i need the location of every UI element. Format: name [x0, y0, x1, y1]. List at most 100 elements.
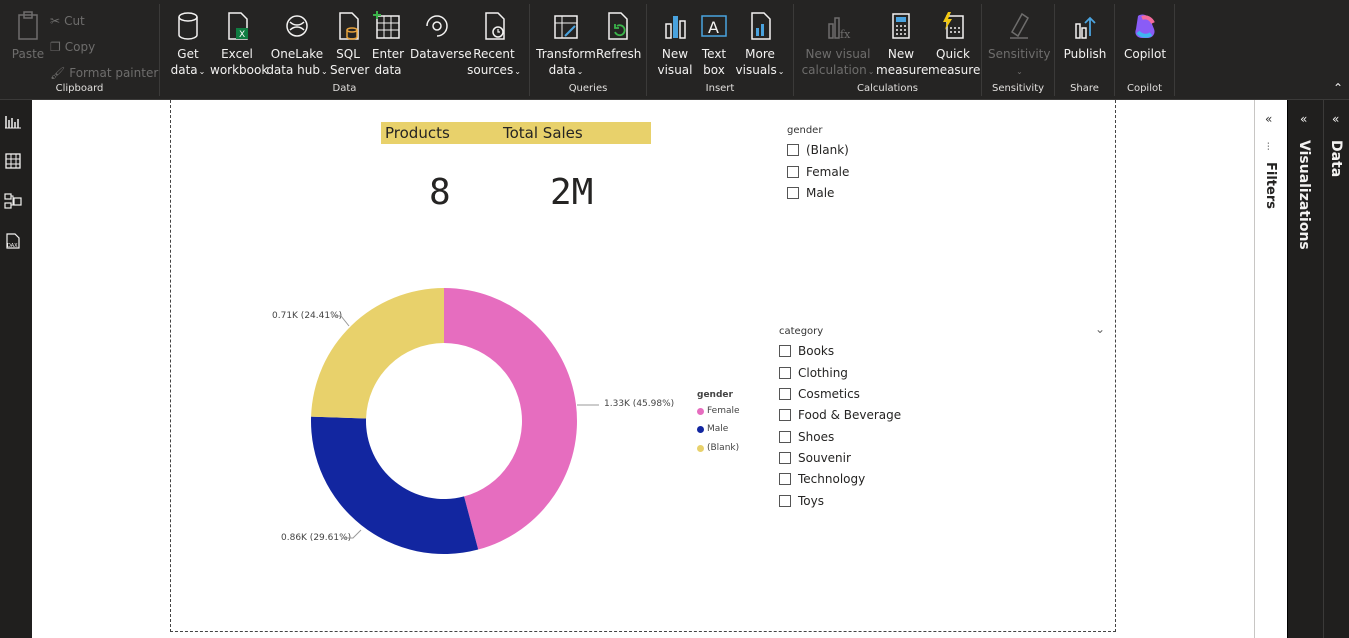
sensitivity-group-label: Sensitivity: [991, 83, 1045, 94]
new-visual-label-1: New: [661, 47, 689, 61]
queries-group: Transform data⌄ Refresh Queries: [530, 4, 647, 96]
cut-button[interactable]: ✂ Cut: [50, 14, 85, 28]
chevron-down-icon: ⌄: [514, 67, 521, 76]
category-slicer-item[interactable]: Cosmetics: [779, 387, 860, 401]
gender-slicer-item-label: Female: [806, 165, 850, 179]
paste-button[interactable]: Paste: [8, 10, 48, 62]
copilot-button[interactable]: Copilot: [1121, 10, 1169, 62]
dataverse-button[interactable]: Dataverse: [410, 10, 472, 62]
text-box-label-1: Text: [701, 47, 727, 61]
refresh-button[interactable]: Refresh: [596, 10, 642, 62]
legend-item-blank[interactable]: (Blank): [697, 443, 739, 453]
transform-data-button[interactable]: Transform data⌄: [536, 10, 596, 80]
text-box-label-2: box: [703, 63, 725, 77]
refresh-label: Refresh: [596, 47, 642, 61]
copy-button[interactable]: ❐ Copy: [50, 40, 95, 54]
gender-slicer-item[interactable]: Female: [787, 165, 849, 179]
sql-server-button[interactable]: SQL Server: [330, 10, 369, 78]
new-visual-button[interactable]: New visual: [657, 10, 693, 78]
table-view-icon[interactable]: [4, 152, 22, 170]
category-slicer-item[interactable]: Clothing: [779, 366, 848, 380]
sensitivity-button[interactable]: Sensitivity ⌄: [988, 10, 1050, 80]
share-group: Publish Share: [1055, 4, 1115, 96]
checkbox-icon[interactable]: [779, 388, 791, 400]
category-slicer-dropdown-icon[interactable]: ⌄: [1095, 322, 1106, 336]
format-painter-label: Format painter: [69, 66, 159, 80]
new-measure-button[interactable]: New measure: [876, 10, 928, 78]
recent-sources-button[interactable]: Recent sources⌄: [466, 10, 522, 80]
category-slicer-item[interactable]: Souvenir: [779, 451, 851, 465]
onelake-data-hub-button[interactable]: OneLake data hub⌄: [266, 10, 328, 80]
more-visuals-button[interactable]: More visuals⌄: [735, 10, 785, 80]
insert-group: New visual A Text box More visuals⌄ Inse…: [647, 4, 794, 96]
text-box-button[interactable]: A Text box: [697, 10, 731, 78]
category-slicer-item[interactable]: Toys: [779, 494, 824, 508]
dax-query-view-icon[interactable]: DAX: [4, 232, 22, 250]
legend-item-female[interactable]: Female: [697, 406, 740, 416]
total-sales-card-value: 2M: [550, 172, 594, 213]
paste-label: Paste: [11, 47, 45, 61]
sql-icon: [339, 12, 359, 40]
legend-item-male[interactable]: Male: [697, 424, 728, 434]
new-visual-calc-label-1: New visual: [805, 47, 871, 61]
category-slicer-item[interactable]: Food & Beverage: [779, 408, 901, 422]
publish-button[interactable]: Publish: [1061, 10, 1109, 62]
donut-slice-female[interactable]: [444, 288, 578, 550]
expand-filters-icon[interactable]: «: [1265, 112, 1273, 126]
enter-data-button[interactable]: Enter data: [368, 10, 408, 78]
category-slicer-item[interactable]: Shoes: [779, 430, 834, 444]
checkbox-icon[interactable]: [779, 473, 791, 485]
checkbox-icon[interactable]: [779, 409, 791, 421]
category-slicer-item-label: Food & Beverage: [798, 408, 902, 422]
checkbox-icon[interactable]: [779, 495, 791, 507]
gender-slicer-item[interactable]: (Blank): [787, 143, 849, 157]
checkbox-icon[interactable]: [779, 345, 791, 357]
svg-text:DAX: DAX: [7, 243, 18, 249]
report-view-icon[interactable]: [4, 112, 22, 130]
sql-label-1: SQL: [336, 47, 360, 61]
category-slicer-item-label: Shoes: [798, 430, 835, 444]
total-sales-card-title: Total Sales: [499, 122, 651, 144]
donut-slice-male[interactable]: [311, 416, 479, 554]
category-slicer-item-label: Souvenir: [798, 451, 851, 465]
checkbox-icon[interactable]: [787, 187, 799, 199]
leader-line-blank: [331, 315, 350, 327]
data-pane-label: Data: [1328, 140, 1344, 178]
paste-icon: [18, 11, 38, 40]
ribbon: Paste ✂ Cut ❐ Copy 🖌 Format painter Clip…: [0, 0, 1349, 100]
gender-slicer-item[interactable]: Male: [787, 186, 834, 200]
products-card-title: Products: [381, 122, 501, 144]
new-measure-label-1: New: [887, 47, 915, 61]
checkbox-icon[interactable]: [779, 431, 791, 443]
get-data-button[interactable]: Get data⌄: [168, 10, 208, 80]
publish-icon: [1075, 16, 1096, 39]
format-painter-button[interactable]: 🖌 Format painter: [50, 66, 158, 80]
dataverse-icon: [426, 15, 448, 37]
filters-pane[interactable]: « ⫶ Filters: [1254, 100, 1287, 638]
refresh-icon: [608, 12, 628, 40]
checkbox-icon[interactable]: [787, 166, 799, 178]
category-slicer-item[interactable]: Technology: [779, 472, 865, 486]
visualizations-pane[interactable]: « Visualizations: [1287, 100, 1323, 638]
products-card-value: 8: [429, 172, 451, 213]
legend-label-male: Male: [707, 424, 729, 434]
new-visual-calculation-button[interactable]: fx New visual calculation⌄: [800, 10, 876, 80]
collapse-ribbon-icon[interactable]: ⌃: [1332, 81, 1343, 95]
expand-data-icon[interactable]: «: [1332, 112, 1340, 126]
legend-label-blank: (Blank): [707, 443, 740, 453]
checkbox-icon[interactable]: [779, 367, 791, 379]
excel-label-2: workbook: [210, 63, 269, 77]
data-group-label: Data: [332, 83, 357, 94]
checkbox-icon[interactable]: [787, 144, 799, 156]
excel-workbook-button[interactable]: X Excel workbook: [210, 10, 268, 78]
get-data-label-2: data: [170, 63, 198, 77]
model-view-icon[interactable]: [4, 192, 22, 210]
chevron-down-icon: ⌄: [867, 67, 875, 76]
quick-measure-button[interactable]: Quick measure: [928, 10, 980, 78]
expand-visualizations-icon[interactable]: «: [1300, 112, 1308, 126]
donut-slice-blank[interactable]: [311, 288, 444, 419]
data-pane[interactable]: « Data: [1323, 100, 1349, 638]
category-slicer-item-label: Technology: [798, 472, 866, 486]
category-slicer-item[interactable]: Books: [779, 344, 834, 358]
checkbox-icon[interactable]: [779, 452, 791, 464]
